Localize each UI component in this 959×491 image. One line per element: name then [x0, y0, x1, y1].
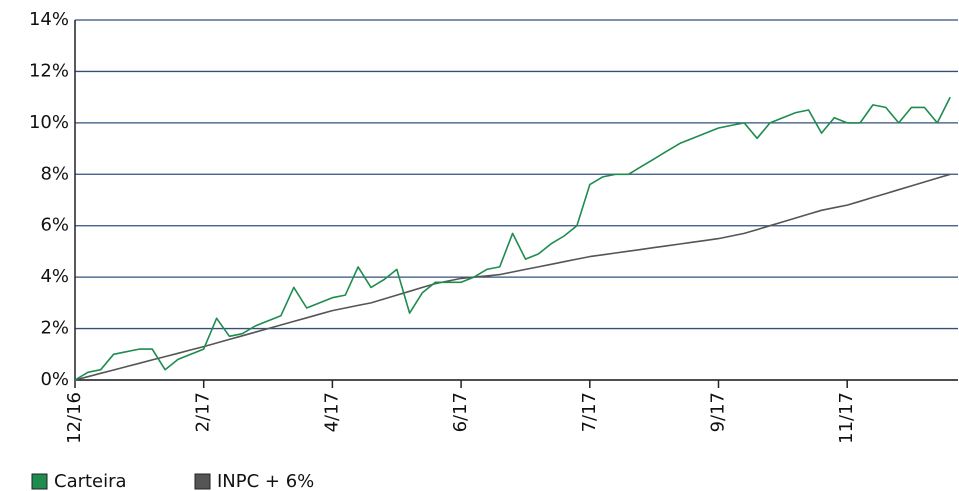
- x-tick-label: 6/17: [450, 392, 471, 432]
- x-tick-label: 12/16: [64, 392, 85, 444]
- y-tick-label: 10%: [29, 112, 69, 133]
- x-tick-label: 11/17: [836, 392, 857, 444]
- x-tick-label: 2/17: [193, 392, 214, 432]
- x-tick-label: 9/17: [708, 392, 729, 432]
- legend-label: Carteira: [54, 471, 127, 491]
- y-tick-label: 2%: [40, 318, 69, 339]
- x-tick-label: 4/17: [321, 392, 342, 432]
- x-tick-label: 7/17: [579, 392, 600, 432]
- y-tick-label: 6%: [40, 215, 69, 236]
- y-tick-label: 14%: [29, 9, 69, 30]
- y-tick-label: 12%: [29, 60, 69, 81]
- legend-swatch: [31, 473, 48, 490]
- y-tick-label: 8%: [40, 163, 69, 184]
- y-tick-label: 0%: [40, 369, 69, 390]
- y-tick-label: 4%: [40, 266, 69, 287]
- series-line: [74, 173, 951, 381]
- series-line: [74, 96, 951, 381]
- legend-label: INPC + 6%: [217, 471, 314, 491]
- legend-swatch: [194, 473, 211, 490]
